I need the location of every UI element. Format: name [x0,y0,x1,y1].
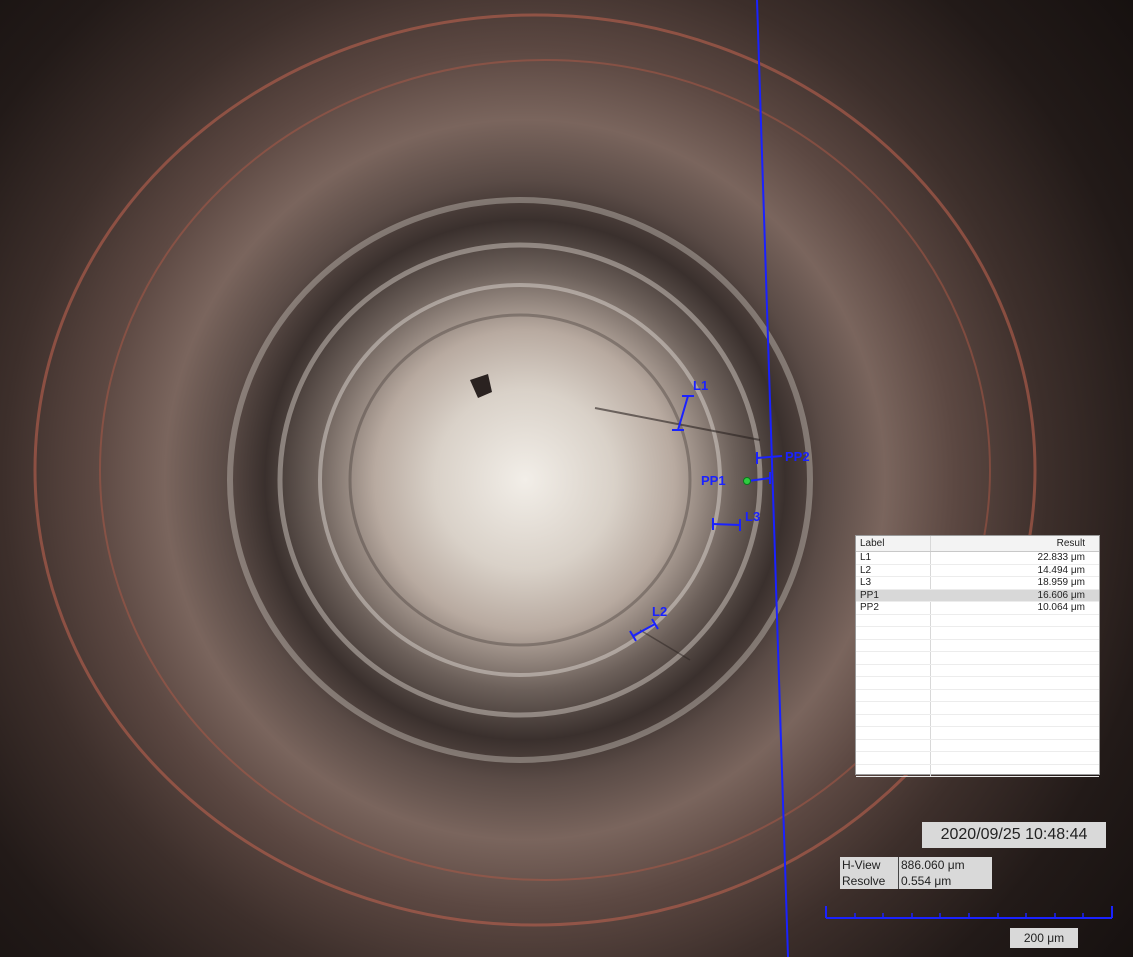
empty-row [856,752,1099,765]
pp2-label: PP2 [785,449,810,464]
empty-cell [856,639,931,651]
empty-cell [856,689,931,701]
empty-cell [856,664,931,676]
empty-row [856,739,1099,752]
measurement-l2[interactable]: L2 [629,604,667,642]
empty-cell [856,764,931,776]
specimen-speck [470,374,492,398]
row-result: 10.064 μm [1037,602,1085,613]
empty-cell [856,702,931,714]
resolve-value: 0.554 μm [901,874,952,888]
row-label: L1 [856,552,931,564]
measurement-pp1[interactable]: PP1 [701,472,771,488]
empty-row [856,639,1099,652]
empty-row [856,714,1099,727]
results-table[interactable]: Label Result L1 22.833 μm L2 14.494 μm L… [855,535,1100,777]
row-result: 18.959 μm [1037,577,1085,588]
empty-cell [856,614,931,626]
label-column-header[interactable]: Label [856,536,931,551]
resolve-overlay: Resolve 0.554 μm [840,873,992,889]
measurement-l3[interactable]: L3 [712,509,760,531]
empty-row [856,689,1099,702]
empty-cell [856,727,931,739]
empty-row [856,702,1099,715]
pp1-marker[interactable] [743,477,751,485]
empty-row [856,614,1099,627]
result-column-header[interactable]: Result [1056,538,1085,549]
table-row[interactable]: L2 14.494 μm [856,564,1099,577]
resolve-label: Resolve [840,873,899,889]
timestamp-overlay: 2020/09/25 10:48:44 [922,822,1106,848]
empty-cell [856,739,931,751]
empty-rows [856,614,1099,777]
table-row-selected[interactable]: PP1 16.606 μm [856,589,1099,602]
empty-cell [856,677,931,689]
empty-cell [856,627,931,639]
empty-row [856,627,1099,640]
l3-label: L3 [745,509,760,524]
row-label: L2 [856,564,931,576]
scale-bar [825,906,1113,919]
l2-label: L2 [652,604,667,619]
hview-label: H-View [840,857,899,873]
l1-label: L1 [693,378,708,393]
measurement-pp2[interactable]: PP2 [756,449,810,464]
reference-line[interactable] [756,0,789,957]
table-row[interactable]: PP2 10.064 μm [856,602,1099,615]
empty-cell [856,752,931,764]
pp1-label: PP1 [701,473,726,488]
table-row[interactable]: L1 22.833 μm [856,552,1099,565]
empty-cell [856,714,931,726]
empty-row [856,727,1099,740]
row-label: L3 [856,577,931,589]
empty-row [856,764,1099,777]
scale-bar-label: 200 μm [1010,928,1078,948]
empty-row [856,677,1099,690]
measurement-l1[interactable]: L1 [672,378,708,431]
row-result: 16.606 μm [1037,589,1085,601]
table-row[interactable]: L3 18.959 μm [856,577,1099,590]
row-result: 14.494 μm [1037,564,1085,576]
empty-row [856,652,1099,665]
table-header: Label Result [856,536,1099,552]
empty-cell [856,652,931,664]
empty-row [856,664,1099,677]
row-result: 22.833 μm [1037,552,1085,563]
row-label: PP2 [856,602,931,614]
hview-overlay: H-View 886.060 μm [840,857,992,873]
row-label: PP1 [856,589,931,601]
hview-value: 886.060 μm [901,858,965,872]
